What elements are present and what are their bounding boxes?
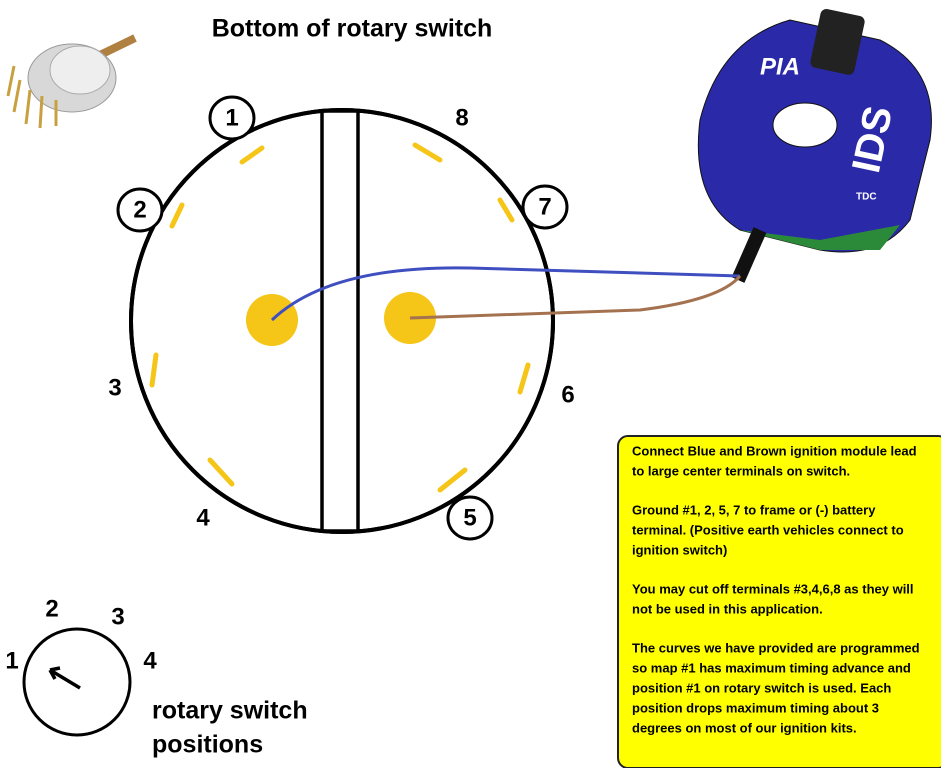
switch-photo [8, 38, 135, 128]
note-line: The curves we have provided are programm… [632, 640, 920, 655]
note-line: You may cut off terminals #3,4,6,8 as th… [632, 581, 914, 596]
terminal-label: 6 [561, 381, 574, 408]
brown-wire [410, 276, 740, 318]
note-line: degrees on most of our ignition kits. [632, 720, 857, 735]
terminal-label: 3 [108, 374, 121, 401]
module-brand: PIA [760, 53, 800, 80]
module-marker: TDC [856, 192, 877, 203]
note-line: to large center terminals on switch. [632, 463, 850, 478]
note-line: Connect Blue and Brown ignition module l… [632, 443, 917, 458]
note-line: ignition switch) [632, 542, 727, 557]
wiring-diagram: Bottom of rotary switch PIA IDS TDC 1234… [0, 0, 941, 768]
position-label: 2 [45, 595, 58, 622]
terminal-label: 1 [225, 104, 238, 131]
terminal-label: 8 [455, 104, 468, 131]
terminal-label: 4 [196, 504, 210, 531]
terminal-label: 5 [463, 504, 476, 531]
note-line: position #1 on rotary switch is used. Ea… [632, 680, 891, 695]
terminal-label: 7 [538, 193, 551, 220]
dial-pointer [50, 668, 80, 688]
note-line: so map #1 has maximum timing advance and [632, 660, 911, 675]
title: Bottom of rotary switch [212, 15, 493, 43]
terminal-label: 2 [133, 196, 146, 223]
position-label: 4 [143, 647, 157, 674]
position-label: 3 [111, 603, 124, 630]
caption: rotary switch [152, 697, 308, 725]
note-line: Ground #1, 2, 5, 7 to frame or (-) batte… [632, 502, 876, 517]
position-label: 1 [5, 647, 18, 674]
note-line: terminal. (Positive earth vehicles conne… [632, 522, 904, 537]
ignition-module: PIA IDS TDC [698, 8, 931, 280]
note-line: not be used in this application. [632, 601, 823, 616]
note-line: position drops maximum timing about 3 [632, 700, 879, 715]
switch-bar [322, 111, 358, 531]
caption: positions [152, 731, 263, 759]
position-dial [24, 629, 130, 735]
